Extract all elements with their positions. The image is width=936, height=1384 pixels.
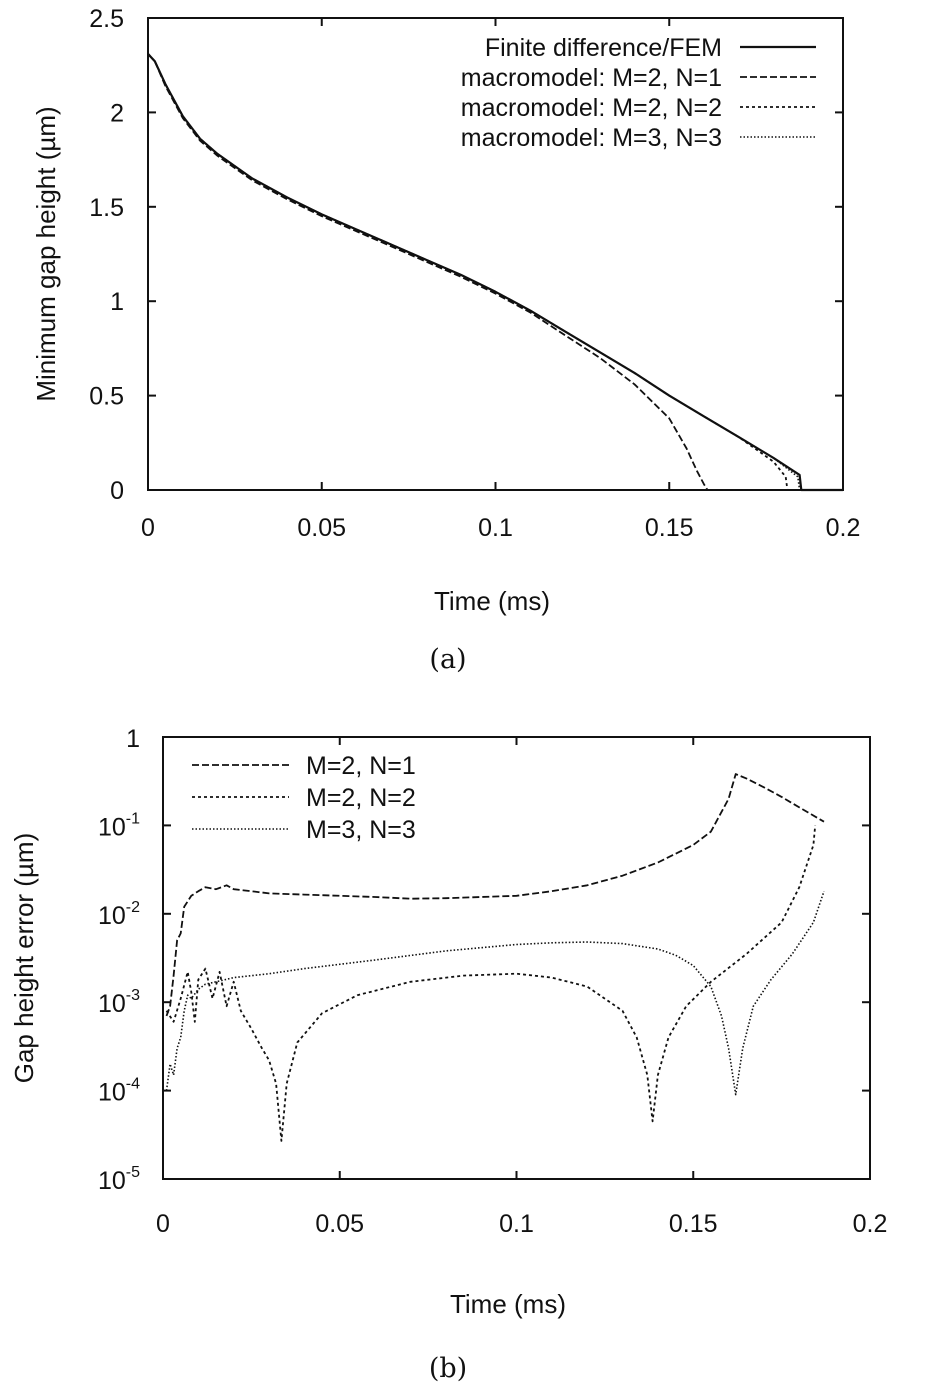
legend-label-1: Finite difference/FEM [485, 34, 722, 62]
legend-label-2: M=2, N=2 [306, 784, 416, 812]
legend-label-2: macromodel: M=2, N=1 [461, 64, 722, 92]
series-line-1 [165, 773, 825, 1017]
x-tick-label: 0.15 [645, 514, 694, 542]
x-tick-label: 0.15 [669, 1210, 718, 1238]
x-tick-label: 0.05 [297, 514, 346, 542]
y-tick-label: 10-3 [98, 987, 140, 1018]
plot-frame-b [162, 736, 871, 1180]
y-tick-label: 0.5 [89, 383, 124, 411]
x-tick-label: 0.2 [853, 1210, 888, 1238]
ticks-b: 0 0.05 0.1 0.15 0.2 10-5 10-4 10-3 10-2 10-1 1 [98, 725, 887, 1238]
x-tick-label: 0.1 [499, 1210, 534, 1238]
y-tick-label: 10-4 [98, 1076, 140, 1107]
y-tick-label: 10-1 [98, 810, 140, 841]
y-axis-label-b: Gap height error (µm) [9, 833, 39, 1084]
legend-b: M=2, N=1 M=2, N=2 M=3, N=3 [192, 752, 416, 844]
caption-b: (b) [429, 1353, 467, 1384]
y-tick-label: 10-5 [98, 1164, 140, 1195]
series-line-4 [147, 53, 843, 491]
y-tick-label: 0 [110, 477, 124, 505]
y-tick-label: 2 [110, 99, 124, 127]
x-tick-label: 0.1 [478, 514, 513, 542]
x-tick-label: 0 [141, 514, 155, 542]
chart-b: 0 0.05 0.1 0.15 0.2 10-5 10-4 10-3 10-2 10-1 1 M=2… [9, 725, 887, 1384]
caption-a: (a) [429, 644, 466, 675]
chart-a: 0 0.05 0.1 0.15 0.2 0 0.5 1 1.5 2 2.5 Finite diffe… [31, 5, 860, 675]
legend-label-3: macromodel: M=2, N=2 [461, 94, 722, 122]
y-tick-label: 10-2 [98, 899, 140, 930]
y-tick-label: 2.5 [89, 5, 124, 33]
x-axis-label-a: Time (ms) [434, 586, 550, 616]
y-tick-label: 1.5 [89, 194, 124, 222]
x-tick-label: 0.05 [315, 1210, 364, 1238]
x-axis-label-b: Time (ms) [450, 1289, 566, 1319]
series-line-2 [165, 825, 817, 1142]
legend-label-4: macromodel: M=3, N=3 [461, 124, 722, 152]
x-tick-label: 0.2 [826, 514, 861, 542]
series-a [147, 53, 843, 492]
x-tick-label: 0 [156, 1210, 170, 1238]
series-line-3 [165, 890, 825, 1096]
legend-label-1: M=2, N=1 [306, 752, 416, 780]
y-tick-label: 1 [126, 725, 140, 753]
ticks-a: 0 0.05 0.1 0.15 0.2 0 0.5 1 1.5 2 2.5 [89, 5, 860, 542]
series-b [165, 773, 825, 1142]
legend-label-3: M=3, N=3 [306, 816, 416, 844]
y-tick-label: 1 [110, 288, 124, 316]
y-axis-label-a: Minimum gap height (µm) [31, 106, 61, 401]
